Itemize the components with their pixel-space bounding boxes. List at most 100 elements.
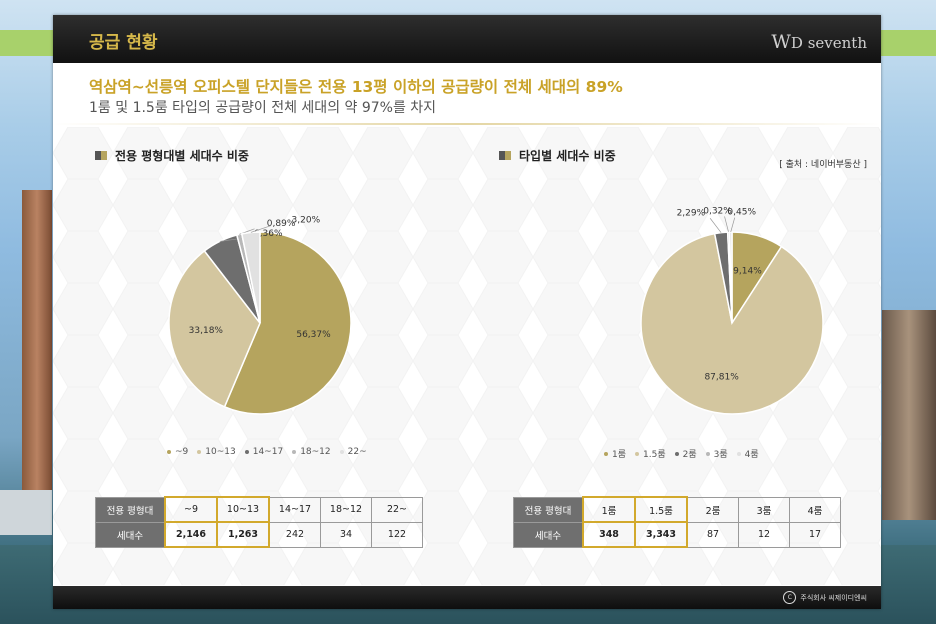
table-cell: 3룸 <box>738 496 790 523</box>
legend-dot-icon <box>736 451 741 456</box>
pie-slice <box>223 231 352 415</box>
legend-label: 1.5룸 <box>643 450 666 460</box>
pie-label: 0,89% <box>267 219 296 229</box>
copyright-note: C 주식회사 씨제이디엔씨 <box>783 591 867 604</box>
section-title-type: 타입별 세대수 비중 <box>499 147 616 164</box>
bg-building <box>882 310 936 520</box>
source-note: [ 출처 : 네이버부동산 ] <box>779 160 867 170</box>
table-cell: 12 <box>738 521 790 548</box>
pie-label: 56,37% <box>296 330 331 340</box>
pie-chart-size: 56,37% 33,18% 6,36%0,89%3,20% <box>168 216 352 415</box>
pie-label: 6,36% <box>254 229 283 239</box>
bullet-square-icon <box>499 151 511 160</box>
subheadline: 1룸 및 1.5룸 타입의 공급량이 전체 세대의 약 97%를 차지 <box>89 100 437 116</box>
legend-label: 2룸 <box>682 450 697 460</box>
leader-line <box>709 218 722 233</box>
legend-label: 3룸 <box>713 450 728 460</box>
table-cell: 17 <box>789 521 841 548</box>
legend-dot-icon <box>292 450 297 454</box>
legend-label: 14~17 <box>252 447 284 457</box>
divider <box>53 123 881 125</box>
legend-item: 1.5룸 <box>635 447 666 460</box>
page-title: 공급 현황 <box>89 33 158 53</box>
table-cell: 2,146 <box>164 521 218 548</box>
legend-label: ~9 <box>175 447 189 457</box>
table-row-header: 세대수 <box>95 521 166 548</box>
legend-item: 4룸 <box>736 447 759 460</box>
legend-dot-icon <box>674 451 679 456</box>
table-cell: 242 <box>268 521 321 548</box>
legend-dot-icon <box>339 450 344 454</box>
bg-green-band-left <box>0 30 53 56</box>
leader-line <box>250 225 271 233</box>
legend-label: 22~ <box>347 447 367 457</box>
pie-label: 0,45% <box>727 208 756 218</box>
leader-line <box>219 238 238 242</box>
pie-chart-type: 9,14% 87,81% 2,29%0,32%0,45% <box>640 206 824 415</box>
section-title-size: 전용 평형대별 세대수 비중 <box>95 147 249 164</box>
pie-label: 87,81% <box>704 373 739 383</box>
company-name: 주식회사 씨제이디엔씨 <box>800 593 867 602</box>
table-cell: 1,263 <box>216 521 270 548</box>
slide-header: 공급 현황 WD seventh <box>53 15 881 63</box>
table-cell: 34 <box>320 521 372 548</box>
legend-dot-icon <box>244 450 249 454</box>
table-cell: 348 <box>582 521 636 548</box>
table-cell: 1.5룸 <box>634 496 688 523</box>
table-cell: 3,343 <box>634 521 688 548</box>
legend-type: 1룸 1.5룸 2룸 3룸 4룸 <box>604 447 759 460</box>
bullet-square-icon <box>95 151 107 160</box>
legend-dot-icon <box>604 451 608 456</box>
bg-building <box>22 190 52 520</box>
legend-item: 3룸 <box>705 447 728 460</box>
table-cell: 22~ <box>371 496 423 523</box>
legend-item: 2룸 <box>674 447 697 460</box>
legend-label: 1룸 <box>612 450 627 460</box>
legend-dot-icon <box>197 450 202 454</box>
table-size: 전용 평형대 ~9 10~13 14~17 18~12 22~ 세대수 2,146 1,263 2… <box>95 496 423 548</box>
legend-dot-icon <box>705 451 710 456</box>
table-row-header: 전용 평형대 <box>513 496 584 523</box>
table-cell: 14~17 <box>268 496 321 523</box>
legend-item: ~9 <box>167 447 188 457</box>
legend-label: 4룸 <box>744 450 759 460</box>
pie-label: 33,18% <box>189 326 224 336</box>
pie-slice <box>168 249 261 408</box>
chart-title: 타입별 세대수 비중 <box>519 149 616 163</box>
bg-building <box>0 490 52 535</box>
pie-label: 9,14% <box>733 267 762 277</box>
legend-label: 18~12 <box>300 447 331 457</box>
leader-line <box>730 217 736 233</box>
pie-label: 3,20% <box>292 216 321 226</box>
logo-text: D seventh <box>790 34 867 52</box>
bg-green-band-right <box>881 30 936 56</box>
legend-item: 18~12 <box>292 447 331 457</box>
table-cell: 4룸 <box>789 496 841 523</box>
brand-logo: WD seventh <box>771 31 867 53</box>
legend-item: 14~17 <box>244 447 284 457</box>
pie-label: 0,32% <box>703 206 732 216</box>
table-cell: 10~13 <box>216 496 270 523</box>
table-cell: 1룸 <box>582 496 636 523</box>
table-cell: 18~12 <box>320 496 372 523</box>
table-cell: 122 <box>371 521 423 548</box>
legend-item: 1룸 <box>604 447 626 460</box>
table-cell: ~9 <box>164 496 218 523</box>
legend-dot-icon <box>635 451 640 456</box>
pie-slice <box>728 231 733 324</box>
pie-slice <box>640 232 824 415</box>
legend-item: 10~13 <box>197 447 236 457</box>
table-cell: 87 <box>686 521 739 548</box>
table-cell: 2룸 <box>686 496 739 523</box>
legend-item: 22~ <box>339 447 367 457</box>
table-row-header: 전용 평형대 <box>95 496 166 523</box>
leader-line <box>724 216 729 233</box>
table-row-header: 세대수 <box>513 521 584 548</box>
legend-size: ~9 10~13 14~17 18~12 22~ <box>167 447 367 457</box>
logo-mark: W <box>771 31 791 53</box>
legend-label: 10~13 <box>205 447 236 457</box>
copyright-icon: C <box>783 591 797 604</box>
slide-footer: C 주식회사 씨제이디엔씨 <box>53 586 881 609</box>
slide: 공급 현황 WD seventh 역삼역~선릉역 오피스텔 단지들은 전용 13… <box>53 15 881 609</box>
